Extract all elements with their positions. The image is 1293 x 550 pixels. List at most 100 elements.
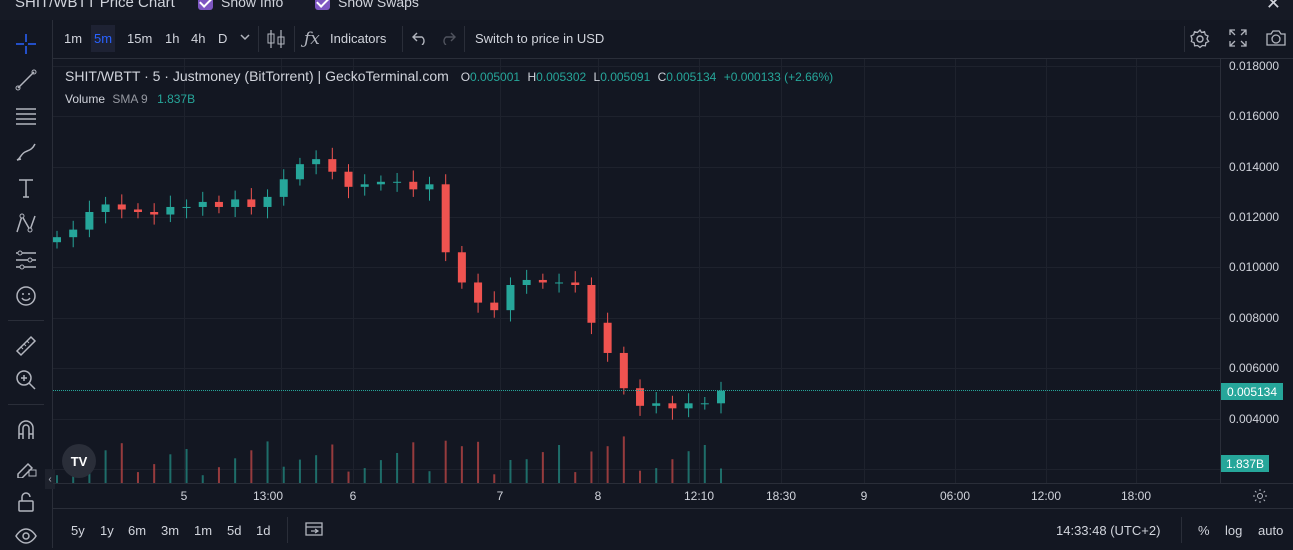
candle (555, 282, 564, 284)
candle (360, 184, 369, 187)
range-1m[interactable]: 1m (194, 523, 213, 538)
price-scale[interactable]: 0.018000 0.016000 0.014000 0.012000 0.01… (1220, 59, 1293, 483)
volume-bar (282, 466, 285, 483)
time-scale[interactable]: 5 13:00 6 7 8 12:10 18:30 9 06:00 12:00 … (53, 483, 1293, 509)
percent-toggle[interactable]: % (1198, 523, 1210, 538)
crosshair-icon[interactable] (12, 30, 40, 58)
close-label: C (657, 70, 667, 84)
volume-bar (493, 474, 496, 483)
clock-timezone[interactable]: 14:33:48 (UTC+2) (1056, 523, 1161, 538)
volume-bar (136, 472, 139, 483)
high-label: H (527, 70, 537, 84)
candle (457, 252, 466, 283)
volume-bar (217, 467, 220, 483)
chart-plot-area[interactable] (53, 59, 1220, 483)
toolbar-divider (287, 517, 288, 543)
gridline (353, 59, 354, 483)
indicators-icon[interactable]: ƒx (304, 29, 320, 49)
candle (700, 403, 709, 405)
prediction-icon[interactable] (12, 246, 40, 274)
candle (474, 282, 483, 303)
volume-bar (655, 468, 658, 483)
volume-bar (120, 443, 123, 483)
gridline (699, 59, 700, 483)
brush-icon[interactable] (12, 138, 40, 166)
symbol-description: SHIT/WBTT · 5 · Justmoney (BitTorrent) |… (65, 68, 449, 84)
undo-icon[interactable] (412, 31, 428, 48)
candle (53, 237, 61, 243)
timeframe-d[interactable]: D (218, 31, 228, 46)
candle (717, 390, 725, 404)
gridline (1046, 59, 1047, 483)
magnet-icon[interactable] (12, 416, 40, 444)
volume-bar (315, 455, 318, 483)
candle (69, 229, 78, 238)
switch-price-usd-button[interactable]: Switch to price in USD (475, 31, 605, 46)
price-label: 0.014000 (1229, 160, 1280, 174)
volume-bar (720, 468, 722, 483)
candle (522, 279, 531, 285)
range-1d[interactable]: 1d (256, 523, 271, 538)
settings-small-icon[interactable] (1252, 488, 1268, 507)
show-info-label: Show Info (221, 0, 284, 10)
text-icon[interactable] (12, 174, 40, 202)
fullscreen-icon[interactable] (1228, 28, 1248, 51)
fib-retracement-icon[interactable] (12, 102, 40, 130)
candles-icon[interactable] (266, 28, 286, 53)
show-swaps-checkbox[interactable]: Show Swaps (315, 0, 419, 10)
indicators-button[interactable]: Indicators (330, 31, 387, 46)
time-label: 5 (180, 489, 188, 503)
volume-bar (574, 472, 577, 483)
open-value: 0.005001 (470, 70, 521, 84)
eye-icon[interactable] (12, 522, 40, 550)
close-icon[interactable]: ✕ (1265, 0, 1281, 13)
time-label: 12:10 (683, 489, 715, 503)
range-5y[interactable]: 5y (71, 523, 85, 538)
show-info-checkbox[interactable]: Show Info (198, 0, 283, 10)
range-1y[interactable]: 1y (100, 523, 114, 538)
trend-line-icon[interactable] (12, 66, 40, 94)
timeframe-1m[interactable]: 1m (64, 31, 83, 46)
emoji-icon[interactable] (12, 282, 40, 310)
camera-icon[interactable] (1265, 28, 1287, 51)
chevron-down-icon[interactable] (239, 31, 251, 46)
toolbar-divider (258, 26, 259, 52)
log-toggle[interactable]: log (1225, 523, 1243, 538)
gridline (955, 59, 956, 483)
timeframe-4h[interactable]: 4h (191, 31, 206, 46)
checkbox-checked-icon (198, 0, 213, 10)
range-5d[interactable]: 5d (227, 523, 242, 538)
time-label: 18:30 (765, 489, 797, 503)
volume-bar (298, 459, 301, 483)
chart-legend: SHIT/WBTT · 5 · Justmoney (BitTorrent) |… (65, 68, 833, 84)
time-label: 13:00 (252, 489, 284, 503)
timeframe-5m[interactable]: 5m (91, 25, 116, 52)
gridline (781, 59, 782, 483)
auto-toggle[interactable]: auto (1258, 523, 1284, 538)
range-3m[interactable]: 3m (161, 523, 180, 538)
gridline (53, 217, 1220, 218)
ruler-icon[interactable] (12, 332, 40, 360)
volume-bar (331, 444, 334, 483)
gridline (53, 368, 1220, 369)
gridline (53, 419, 1220, 420)
low-label: L (593, 70, 601, 84)
zoom-in-icon[interactable] (12, 366, 40, 394)
timeframe-15m[interactable]: 15m (127, 31, 153, 46)
tradingview-logo[interactable]: TV (62, 444, 96, 478)
time-label: 9 (860, 489, 868, 503)
timeframe-1h[interactable]: 1h (165, 31, 180, 46)
candle (85, 211, 94, 230)
gear-icon[interactable] (1189, 28, 1211, 53)
date-range-icon[interactable] (305, 521, 323, 540)
price-label: 0.012000 (1229, 210, 1280, 224)
range-6m[interactable]: 6m (128, 523, 147, 538)
current-price-line (53, 390, 1220, 391)
redo-icon[interactable] (440, 31, 456, 48)
gridline (53, 167, 1220, 168)
candle (425, 184, 434, 190)
collapse-toolbar-button[interactable]: ‹ (45, 469, 55, 489)
lock-icon[interactable] (12, 488, 40, 516)
lock-drawing-icon[interactable] (12, 452, 40, 480)
pattern-icon[interactable] (12, 210, 40, 238)
